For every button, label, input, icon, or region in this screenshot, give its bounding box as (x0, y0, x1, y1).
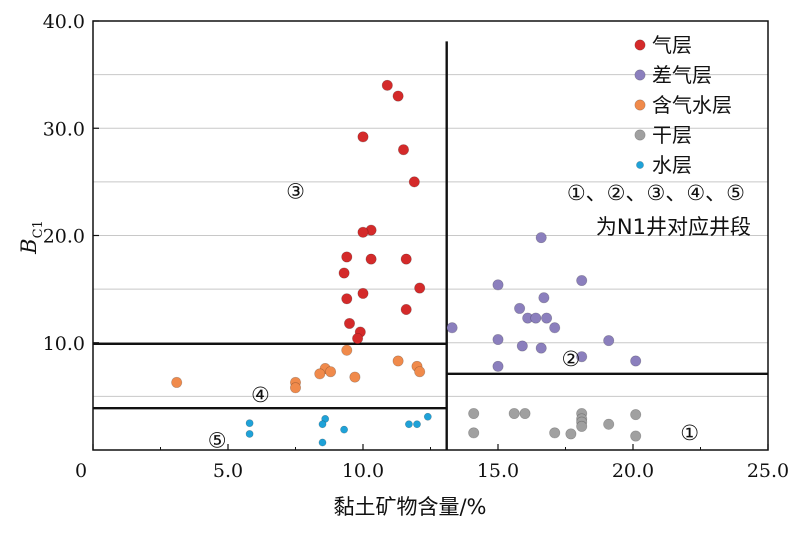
data-point (492, 279, 504, 291)
x-tick-label: 0 (75, 460, 87, 482)
data-point (514, 302, 526, 314)
data-point (603, 418, 615, 430)
svg-text:BC1: BC1 (17, 220, 46, 255)
data-point (541, 312, 553, 324)
data-point (535, 342, 547, 354)
legend-marker (634, 99, 646, 111)
data-point (516, 340, 528, 352)
axis-ticks: 0 5.0 10.0 15.0 20.0 25.0 10.0 20.0 30.0 40.0 (43, 11, 789, 482)
data-point (603, 335, 615, 347)
data-point (538, 292, 550, 304)
x-tick-label: 10.0 (342, 460, 384, 482)
data-point (289, 382, 301, 394)
data-point (446, 322, 458, 334)
data-point (519, 408, 531, 420)
data-point (492, 360, 504, 372)
data-point (414, 282, 426, 294)
y-axis-label-subscript: C1 (31, 220, 46, 238)
y-tick-label: 30.0 (43, 118, 85, 140)
data-point (413, 420, 421, 429)
data-point (325, 366, 337, 378)
data-point (171, 376, 183, 388)
y-tick-label: 10.0 (43, 333, 85, 355)
data-point (381, 79, 393, 91)
data-point (576, 420, 588, 432)
x-tick-label: 15.0 (477, 460, 519, 482)
data-point (338, 267, 350, 279)
data-point (341, 251, 353, 263)
data-point (343, 317, 355, 329)
well-annotation-line-2: 为N1井对应井段 (596, 215, 751, 239)
legend-label: 干层 (652, 123, 692, 147)
data-point (318, 420, 327, 429)
y-axis-label-main: B (17, 238, 41, 254)
data-point (400, 253, 412, 265)
x-tick-label: 20.0 (612, 460, 654, 482)
well-annotation-line-1: ①、②、③、④、⑤ (567, 181, 745, 205)
data-point (549, 322, 561, 334)
data-point (349, 371, 361, 383)
zone-label: ② (561, 347, 580, 371)
y-tick-label: 20.0 (43, 226, 85, 248)
data-point (576, 351, 588, 363)
data-point (397, 144, 409, 156)
y-tick-label: 40.0 (43, 11, 85, 33)
data-point (414, 366, 426, 378)
data-point (314, 368, 326, 380)
data-point (392, 355, 404, 367)
data-point (341, 293, 353, 305)
data-point (404, 420, 413, 429)
data-point (392, 90, 404, 102)
data-point (245, 430, 254, 438)
data-point (357, 131, 369, 143)
x-tick-label: 25.0 (747, 460, 789, 482)
zone-label: ④ (251, 383, 270, 407)
legend-label: 水层 (652, 153, 692, 177)
legend-label: 气层 (652, 33, 692, 57)
data-point (318, 438, 327, 447)
well-annotation: ①、②、③、④、⑤ 为N1井对应井段 (567, 181, 751, 239)
data-point (245, 419, 254, 428)
zone-label: ③ (286, 179, 305, 203)
data-point (365, 253, 377, 265)
zone-boundaries (93, 41, 768, 450)
data-point (630, 355, 642, 367)
data-point (468, 408, 480, 420)
data-points (171, 79, 642, 447)
data-point (468, 427, 480, 439)
data-point (408, 176, 420, 188)
data-point (508, 408, 520, 420)
data-point (565, 428, 577, 440)
data-point (530, 312, 542, 324)
x-tick-label: 5.0 (213, 460, 243, 482)
data-point (400, 304, 412, 316)
legend-marker (634, 69, 646, 81)
legend-marker (636, 161, 644, 169)
legend-label: 含气水层 (652, 93, 732, 117)
data-point (352, 332, 364, 344)
zone-label: ① (680, 421, 699, 445)
data-point (357, 226, 369, 238)
data-point (630, 409, 642, 421)
data-point (340, 425, 348, 434)
legend-label: 差气层 (652, 63, 712, 87)
zone-labels: ③ ② ④⑤ ① (208, 179, 699, 452)
data-point (576, 275, 588, 287)
x-axis-label: 黏土矿物含量/% (333, 495, 486, 519)
zone-label: ⑤ (208, 428, 227, 452)
data-point (549, 427, 561, 439)
data-point (357, 287, 369, 299)
data-point (341, 344, 353, 356)
data-point (535, 232, 547, 244)
data-point (492, 334, 504, 346)
legend-marker (634, 39, 646, 51)
y-axis-label: BC1 (17, 220, 46, 255)
legend-marker (634, 129, 646, 141)
data-point (630, 430, 642, 442)
data-point (423, 412, 432, 421)
